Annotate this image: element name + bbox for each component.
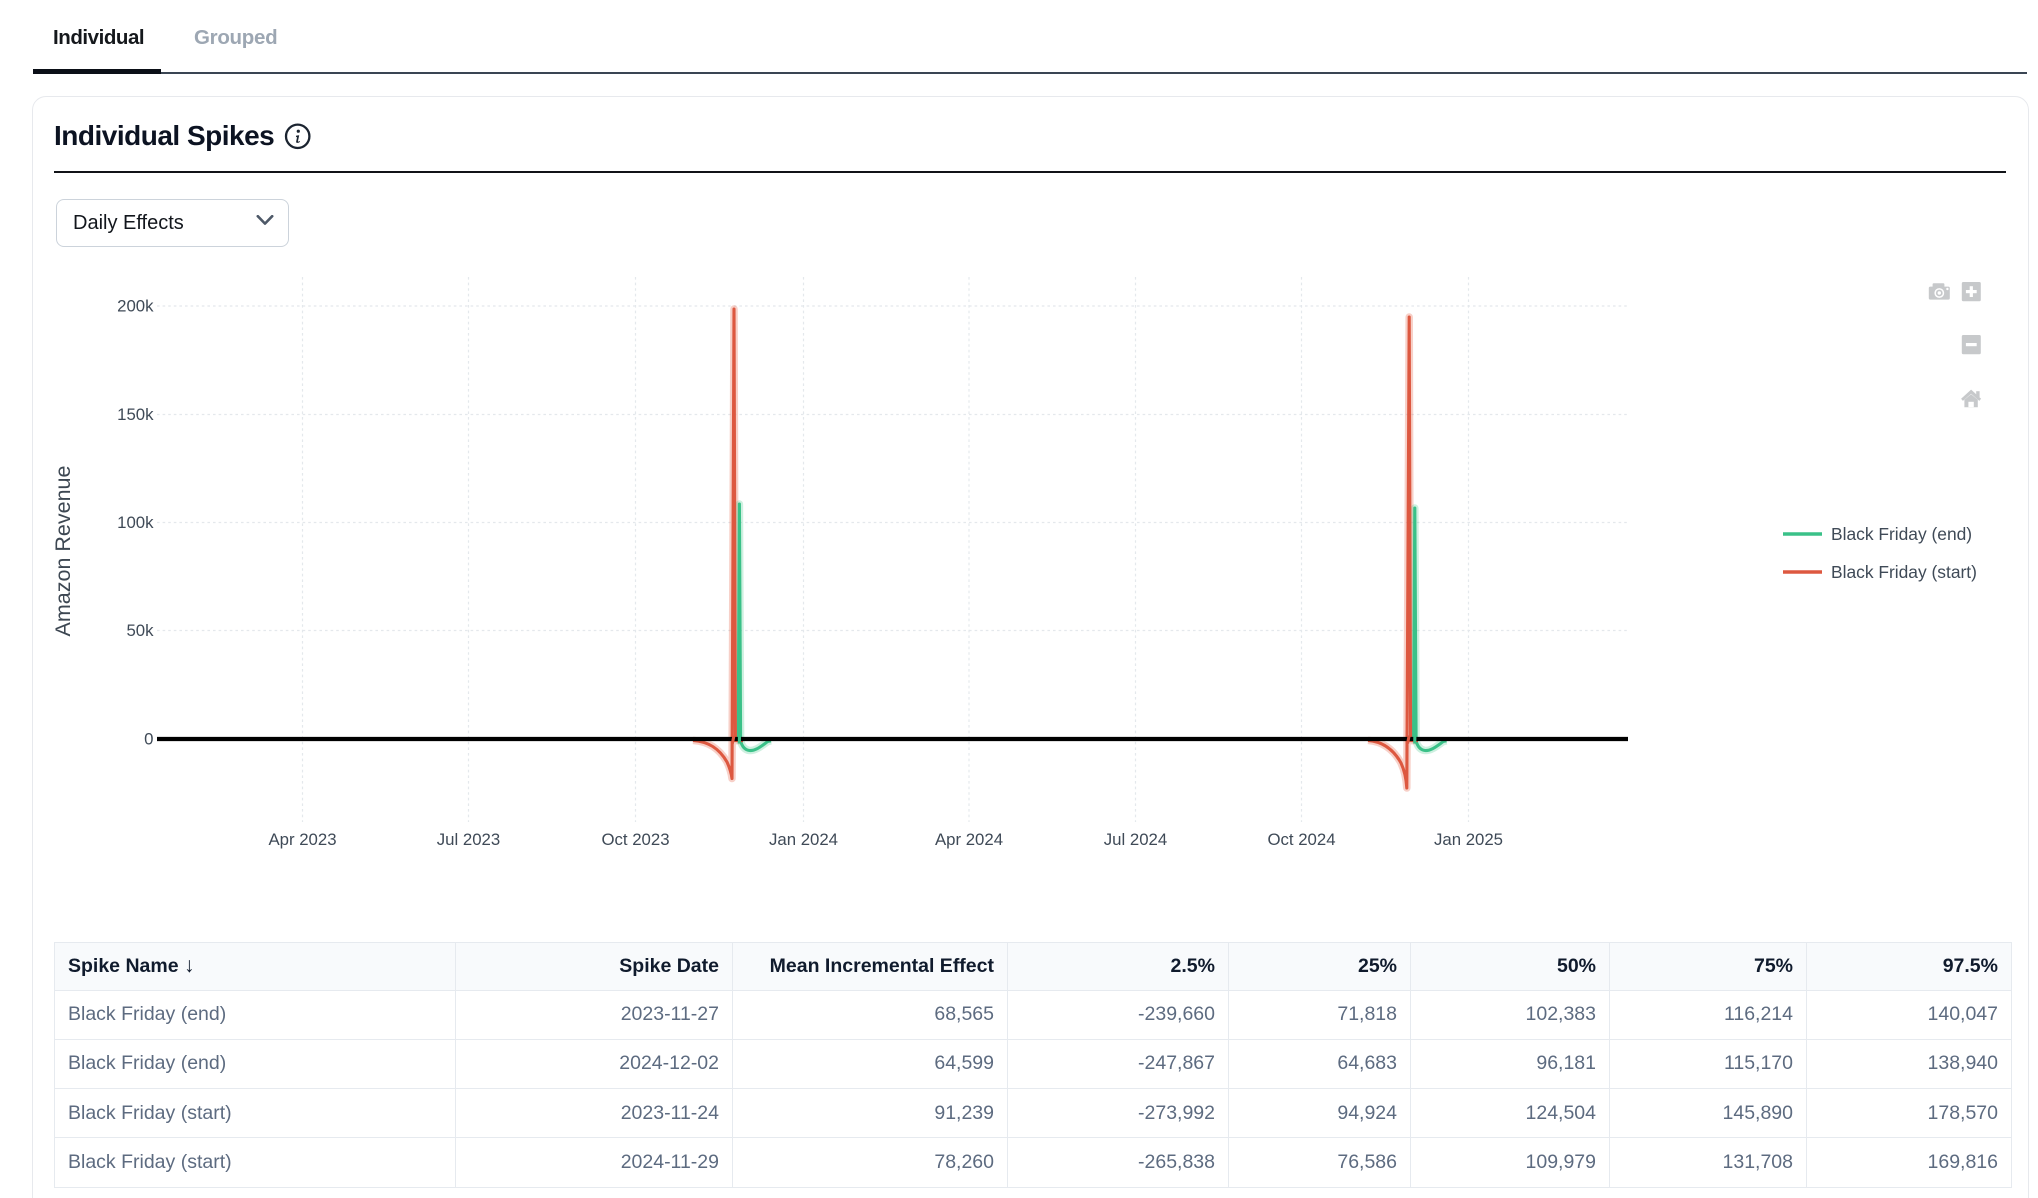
svg-text:Apr 2023: Apr 2023	[268, 830, 336, 849]
svg-text:100k: 100k	[117, 513, 154, 532]
svg-text:Amazon Revenue: Amazon Revenue	[51, 466, 75, 637]
svg-text:150k: 150k	[117, 405, 154, 424]
svg-text:Black Friday (start): Black Friday (start)	[1831, 562, 1977, 582]
svg-text:Jul 2024: Jul 2024	[1104, 830, 1167, 849]
svg-text:0: 0	[144, 730, 153, 749]
svg-text:200k: 200k	[117, 297, 154, 316]
svg-text:50k: 50k	[126, 621, 154, 640]
svg-text:Oct 2024: Oct 2024	[1267, 830, 1335, 849]
svg-text:Jan 2025: Jan 2025	[1434, 830, 1503, 849]
svg-text:Jan 2024: Jan 2024	[769, 830, 838, 849]
svg-text:Apr 2024: Apr 2024	[935, 830, 1003, 849]
svg-text:Oct 2023: Oct 2023	[601, 830, 669, 849]
svg-text:Black Friday (end): Black Friday (end)	[1831, 524, 1972, 544]
svg-text:Jul 2023: Jul 2023	[437, 830, 500, 849]
